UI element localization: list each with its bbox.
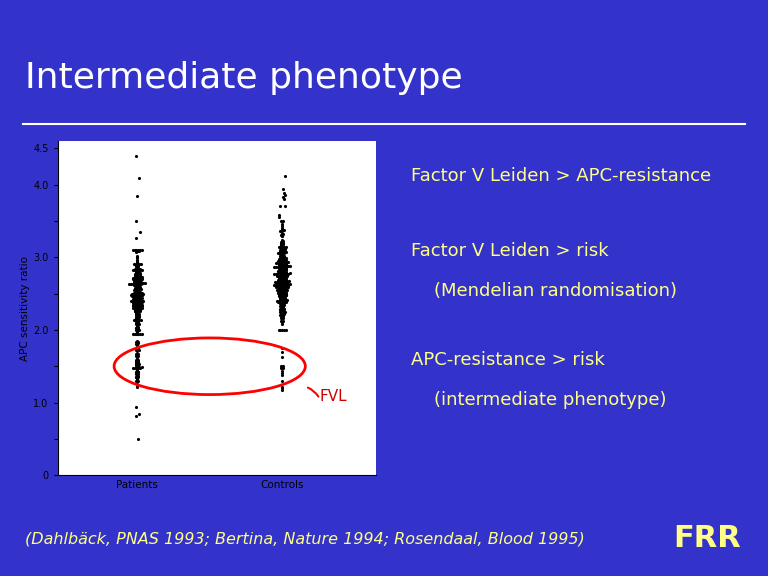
Text: (intermediate phenotype): (intermediate phenotype) bbox=[434, 391, 667, 410]
Text: Factor V Leiden > risk: Factor V Leiden > risk bbox=[411, 241, 608, 260]
Text: ✦: ✦ bbox=[684, 74, 694, 84]
Text: C: C bbox=[611, 69, 627, 93]
Text: Factor V Leiden > APC-resistance: Factor V Leiden > APC-resistance bbox=[411, 166, 711, 185]
Text: FRR: FRR bbox=[674, 524, 741, 553]
Y-axis label: APC sensitivity ratio: APC sensitivity ratio bbox=[21, 256, 31, 361]
Text: U: U bbox=[610, 31, 629, 55]
Text: (Dahlbäck, PNAS 1993; Bertina, Nature 1994; Rosendaal, Blood 1995): (Dahlbäck, PNAS 1993; Bertina, Nature 19… bbox=[25, 531, 584, 546]
Text: Intermediate phenotype: Intermediate phenotype bbox=[25, 60, 462, 95]
Text: M: M bbox=[571, 69, 594, 93]
Text: APC-resistance > risk: APC-resistance > risk bbox=[411, 351, 604, 369]
Text: ⚜: ⚜ bbox=[680, 43, 698, 62]
Text: (Mendelian randomisation): (Mendelian randomisation) bbox=[434, 282, 677, 300]
Text: L: L bbox=[575, 31, 591, 55]
Text: FVL: FVL bbox=[319, 389, 347, 404]
